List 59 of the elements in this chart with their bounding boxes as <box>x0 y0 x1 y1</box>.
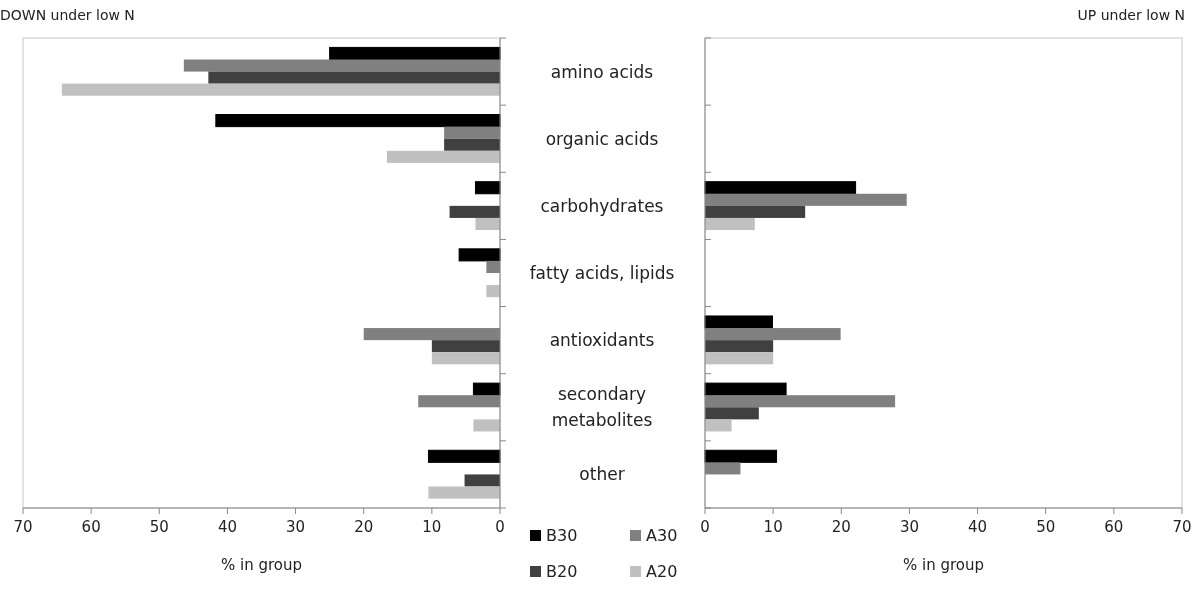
bar <box>458 248 501 262</box>
bar <box>704 382 787 396</box>
y-tick-label: amino acids <box>550 61 654 82</box>
x-tick-label: 30 <box>899 518 919 536</box>
x-tick-label: 60 <box>1104 518 1124 536</box>
x-tick-label: 70 <box>13 518 33 536</box>
chart-title: UP under low N <box>1077 7 1185 23</box>
bar <box>486 285 500 298</box>
bar <box>473 419 500 432</box>
x-axis-title: % in group <box>220 556 303 574</box>
bar <box>444 138 500 151</box>
bar <box>61 83 500 96</box>
bar <box>704 181 857 195</box>
bar <box>705 205 806 218</box>
legend-label: A20 <box>646 562 678 581</box>
y-tick-label: fatty acids, lipids <box>529 263 675 283</box>
x-tick-label: 70 <box>1172 518 1192 536</box>
x-tick-label: 20 <box>354 518 374 536</box>
x-tick-label: 10 <box>763 518 783 536</box>
bar <box>705 407 759 420</box>
legend-label: A30 <box>646 526 678 545</box>
bar <box>475 217 500 231</box>
bar <box>431 352 500 365</box>
x-tick-label: 40 <box>968 518 988 536</box>
y-tick-label: secondary metabolites <box>551 384 653 431</box>
bar <box>705 352 774 365</box>
bar <box>329 46 501 60</box>
x-tick-label: 40 <box>217 518 237 536</box>
bar <box>704 449 778 463</box>
x-tick-label: 20 <box>831 518 851 536</box>
x-tick-label: 50 <box>149 518 169 536</box>
bar <box>215 114 501 128</box>
bar <box>431 340 500 353</box>
y-tick-label: carbohydrates <box>540 195 664 216</box>
bar <box>208 71 500 84</box>
bar <box>464 474 500 487</box>
x-tick-label: 0 <box>700 518 710 536</box>
bar <box>705 340 774 353</box>
y-tick-label: other <box>579 464 625 485</box>
x-axis-title: % in group <box>902 556 985 574</box>
bar <box>704 315 773 329</box>
x-tick-label: 30 <box>286 518 306 536</box>
x-tick-label: 50 <box>1036 518 1056 536</box>
y-tick-label: organic acids <box>545 128 659 149</box>
legend-label: B20 <box>546 562 578 581</box>
chart-title: DOWN under low N <box>0 7 135 23</box>
bar <box>472 382 501 396</box>
bar <box>386 150 500 163</box>
legend-label: B30 <box>546 526 578 545</box>
bar <box>427 449 501 463</box>
x-tick-label: 10 <box>422 518 442 536</box>
bar <box>705 419 732 432</box>
y-tick-label: antioxidants <box>549 330 655 351</box>
bar <box>449 205 500 218</box>
x-tick-label: 60 <box>81 518 101 536</box>
x-tick-label: 0 <box>495 518 505 536</box>
bar <box>705 217 755 231</box>
bar <box>428 486 500 499</box>
bar <box>474 181 501 195</box>
